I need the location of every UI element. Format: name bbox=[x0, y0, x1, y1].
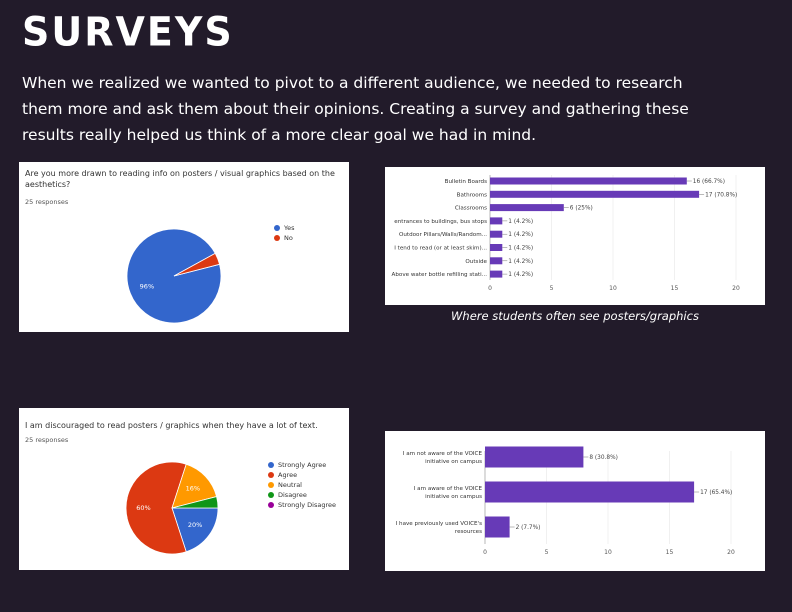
x-tick-label: 15 bbox=[666, 549, 674, 556]
data-label: 16 (66.7%) bbox=[693, 179, 725, 185]
x-tick-label: 5 bbox=[545, 549, 549, 556]
x-tick-label: 0 bbox=[488, 285, 492, 292]
legend-item-strongly-agree: Strongly Agree bbox=[268, 461, 326, 469]
chart-responses: 25 responses bbox=[25, 436, 69, 444]
bar-chart-card-locations: 0 5 10 15 20 Bulletin Boards 16 (66.7%) Bathroo… bbox=[385, 167, 765, 305]
legend-item-disagree: Disagree bbox=[268, 491, 307, 499]
legend-item-yes: Yes bbox=[274, 224, 295, 232]
data-label: 1 (4.2%) bbox=[508, 259, 533, 265]
legend-swatch bbox=[268, 462, 274, 468]
pie-slice-disagree bbox=[171, 496, 219, 509]
pie-slice-strongly-agree bbox=[171, 507, 219, 553]
legend-swatch bbox=[268, 492, 274, 498]
pie-chart-card-aesthetics: Are you more drawn to reading info on po… bbox=[19, 162, 349, 332]
bar bbox=[490, 204, 564, 212]
x-tick-label: 20 bbox=[732, 285, 740, 292]
data-label: 2 (7.7%) bbox=[516, 525, 541, 531]
data-label: 8 (30.8%) bbox=[589, 455, 617, 461]
legend-item-agree: Agree bbox=[268, 471, 297, 479]
legend-item-neutral: Neutral bbox=[268, 481, 302, 489]
category-label: I am aware of the VOICE bbox=[414, 486, 483, 492]
chart-question: I am discouraged to read posters / graph… bbox=[25, 421, 318, 430]
chart-question: Are you more drawn to reading info on po… bbox=[25, 169, 335, 189]
bar bbox=[490, 270, 503, 278]
bar bbox=[490, 177, 687, 185]
legend-swatch bbox=[274, 235, 280, 241]
legend-swatch bbox=[268, 502, 274, 508]
intro-paragraph: When we realized we wanted to pivot to a… bbox=[22, 74, 689, 144]
legend-swatch bbox=[274, 225, 280, 231]
category-label: Outdoor Pillars/Walls/Random... bbox=[399, 232, 487, 238]
bar bbox=[490, 217, 503, 225]
pie-slice-agree bbox=[125, 461, 187, 555]
category-label: I tend to read (or at least skim)... bbox=[394, 246, 487, 252]
pie-chart-aesthetics: 96% bbox=[126, 228, 222, 324]
legend-label: Disagree bbox=[278, 491, 307, 499]
pie-slice-neutral bbox=[171, 463, 218, 509]
category-label: initiative on campus bbox=[425, 494, 482, 500]
pie-slice-label: 96% bbox=[140, 283, 154, 291]
chart-caption: Where students often see posters/graphic… bbox=[451, 309, 699, 323]
bar bbox=[485, 516, 510, 538]
category-label: Outside bbox=[465, 259, 487, 265]
bar bbox=[490, 190, 700, 198]
x-tick-label: 20 bbox=[727, 549, 735, 556]
pie-chart-discouraged: 20% 60% 16% bbox=[125, 461, 219, 555]
category-label: Bulletin Boards bbox=[445, 179, 487, 185]
category-label: I am not aware of the VOICE bbox=[403, 451, 483, 457]
data-label: 6 (25%) bbox=[570, 206, 593, 212]
pie-chart-card-discouraged: I am discouraged to read posters / graph… bbox=[19, 408, 349, 570]
category-label: initiative on campus bbox=[425, 459, 482, 465]
category-label: entrances to buildings, bus stops bbox=[394, 219, 487, 225]
data-label: 1 (4.2%) bbox=[508, 219, 533, 225]
legend-label: Strongly Disagree bbox=[278, 501, 336, 509]
legend-swatch bbox=[268, 472, 274, 478]
data-label: 1 (4.2%) bbox=[508, 232, 533, 238]
legend-item-no: No bbox=[274, 234, 293, 242]
legend-label: Strongly Agree bbox=[278, 461, 327, 469]
x-tick-label: 0 bbox=[483, 549, 487, 556]
bar-chart-card-voice: 0 5 10 15 20 I am not aware of the VOICE initi… bbox=[385, 431, 765, 571]
bar-chart-voice: 0 5 10 15 20 I am not aware of the VOICE initi… bbox=[396, 446, 735, 556]
category-label: I have previously used VOICE's bbox=[396, 521, 482, 527]
x-tick-label: 10 bbox=[609, 285, 617, 292]
legend-swatch bbox=[268, 482, 274, 488]
data-label: 1 (4.2%) bbox=[508, 246, 533, 252]
pie-slice-label: 60% bbox=[136, 504, 150, 512]
page-title: SURVEYS bbox=[22, 8, 234, 56]
legend-label: Agree bbox=[278, 471, 298, 479]
bar bbox=[485, 481, 695, 503]
legend-label: Yes bbox=[284, 224, 295, 232]
legend-label: No bbox=[284, 234, 293, 242]
legend-item-strongly-disagree: Strongly Disagree bbox=[268, 501, 336, 509]
bar bbox=[490, 230, 503, 238]
x-tick-label: 10 bbox=[604, 549, 612, 556]
x-tick-label: 5 bbox=[550, 285, 554, 292]
category-label: Above water bottle refilling stati... bbox=[392, 272, 488, 278]
category-label: Classrooms bbox=[455, 206, 487, 212]
pie-slice-label: 16% bbox=[186, 484, 200, 492]
bar bbox=[490, 244, 503, 251]
x-tick-label: 15 bbox=[671, 285, 679, 292]
bar bbox=[485, 446, 584, 468]
data-label: 17 (65.4%) bbox=[700, 490, 732, 496]
bar bbox=[490, 257, 503, 265]
pie-slice-no bbox=[173, 252, 221, 277]
data-label: 17 (70.8%) bbox=[705, 192, 737, 198]
bar-chart-locations: 0 5 10 15 20 Bulletin Boards 16 (66.7%) Bathroo… bbox=[392, 175, 740, 292]
pie-slice-label: 20% bbox=[188, 521, 202, 529]
chart-responses: 25 responses bbox=[25, 198, 69, 206]
data-label: 1 (4.2%) bbox=[508, 272, 533, 278]
legend-label: Neutral bbox=[278, 481, 302, 489]
category-label: Bathrooms bbox=[457, 192, 487, 198]
category-label: resources bbox=[455, 529, 482, 535]
